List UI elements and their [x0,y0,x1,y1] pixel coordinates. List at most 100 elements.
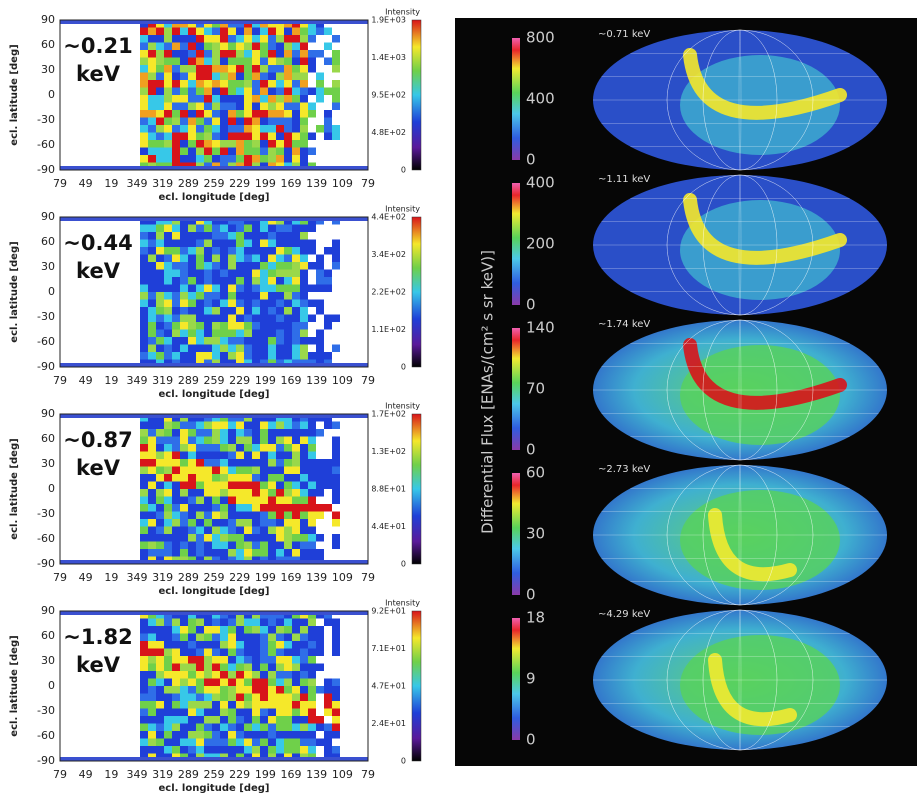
heatmap-cell [276,284,284,292]
heatmap-cell [196,72,204,80]
heatmap-cell [260,125,268,133]
heatmap-cell [308,117,316,125]
heatmap-cell [300,421,308,429]
heatmap-cell [180,299,188,307]
heatmap-cell [332,80,340,88]
heatmap-cell [212,693,220,701]
heatmap-cell [204,481,212,489]
heatmap-cell [180,618,188,626]
heatmap-cell [332,656,340,664]
y-tick-label: -60 [37,729,55,742]
heatmap-cell [148,239,156,247]
heatmap-cell [172,481,180,489]
heatmap-cell [276,421,284,429]
heatmap-cell [244,481,252,489]
heatmap-cell [332,421,340,429]
heatmap-cell [164,72,172,80]
heatmap-cell [204,27,212,35]
heatmap-cell [188,125,196,133]
heatmap-cell [212,232,220,240]
heatmap-cell [212,125,220,133]
heatmap-cell [156,337,164,345]
colorbar-tick-label: 0 [526,586,536,604]
heatmap-cell [260,618,268,626]
heatmap-cell [164,526,172,534]
heatmap-cell [308,656,316,664]
heatmap-cell [300,641,308,649]
heatmap-cell [188,489,196,497]
heatmap-cell [324,656,332,664]
heatmap-cell [292,708,300,716]
heatmap-cell [172,254,180,262]
heatmap-cell [180,314,188,322]
heatmap-cell [300,534,308,542]
heatmap-cell [260,526,268,534]
heatmap-cell [228,436,236,444]
x-tick-label: 199 [255,177,276,190]
heatmap-cell [284,337,292,345]
heatmap-cell [316,489,324,497]
heatmap-cell [140,466,148,474]
heatmap-cell [300,701,308,709]
heatmap-cell [180,95,188,103]
heatmap-cell [140,534,148,542]
heatmap-cell [284,716,292,724]
heatmap-cell [180,110,188,118]
heatmap-cell [252,678,260,686]
heatmap-cell [188,57,196,65]
heatmap-cell [324,117,332,125]
heatmap-cell [148,284,156,292]
heatmap-cell [324,65,332,73]
heatmap-cell [236,232,244,240]
heatmap-cell [236,80,244,88]
heatmap-cell [260,511,268,519]
heatmap-cell [284,534,292,542]
heatmap-cell [164,262,172,270]
heatmap-cell [244,723,252,731]
heatmap-cell [284,459,292,467]
heatmap-cell [172,117,180,125]
heatmap-cell [316,534,324,542]
colorbar-tick-label: 1.1E+02 [371,325,406,334]
heatmap-cell [332,132,340,140]
heatmap-cell [196,277,204,285]
heatmap-cell [220,429,228,437]
heatmap-cell [252,723,260,731]
heatmap-cell [180,429,188,437]
y-tick-label: 0 [48,285,55,298]
heatmap-cell [300,444,308,452]
heatmap-cell [260,421,268,429]
heatmap-cell [308,232,316,240]
heatmap-cell [188,678,196,686]
heatmap-cell [204,125,212,133]
energy-value: ~0.21 [63,34,132,58]
heatmap-cell [188,102,196,110]
x-tick-label: 79 [361,571,375,584]
heatmap-cell [196,95,204,103]
heatmap-cell [164,641,172,649]
heatmap-cell [188,429,196,437]
heatmap-cell [332,708,340,716]
heatmap-cell [316,626,324,634]
heatmap-cell [332,496,340,504]
heatmap-cell [220,232,228,240]
heatmap-cell [180,50,188,58]
heatmap-cell [220,731,228,739]
heatmap-cell [180,648,188,656]
heatmap-cell [148,489,156,497]
heatmap-cell [332,626,340,634]
heatmap-cell [196,421,204,429]
x-tick-label: 139 [306,374,327,387]
heatmap-cell [180,541,188,549]
heatmap-cell [196,27,204,35]
heatmap-cell [316,708,324,716]
heatmap-cell [236,466,244,474]
heatmap-cell [308,87,316,95]
heatmap-cell [172,489,180,497]
heatmap-cell [300,671,308,679]
heatmap-cell [308,459,316,467]
heatmap-cell [180,87,188,95]
heatmap-cell [236,50,244,58]
heatmap-cell [148,337,156,345]
heatmap-cell [292,57,300,65]
